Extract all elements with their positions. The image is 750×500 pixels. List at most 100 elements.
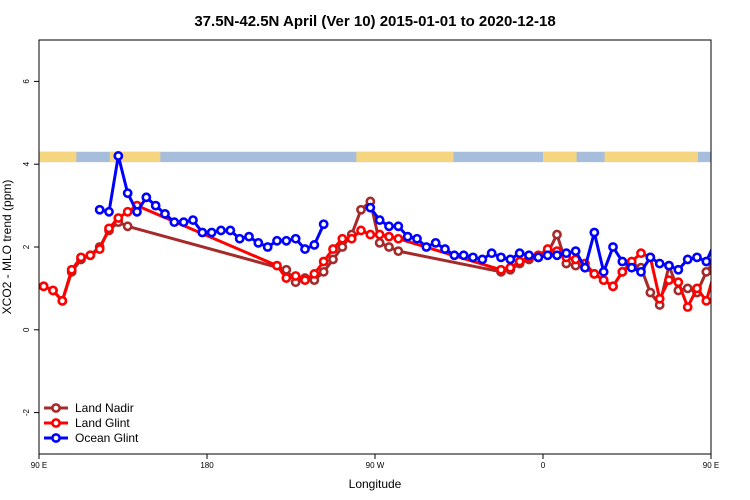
band-land [109,151,161,163]
data-point [113,151,124,161]
data-point [272,235,282,246]
data-point [374,237,385,248]
data-point [197,227,208,238]
data-point [365,229,376,240]
data-point [514,248,525,259]
x-tick-label: 90 E [31,461,47,470]
data-point [104,223,114,234]
data-point [645,287,656,298]
data-point [740,227,747,234]
data-point [645,252,656,263]
data-point [673,277,684,288]
band-land [715,152,750,162]
data-point [337,242,348,252]
x-tick-label: 180 [200,461,214,470]
data-point [356,204,366,215]
data-point [206,227,217,238]
data-point [636,248,646,259]
data-point [468,252,478,263]
data-point [309,269,320,279]
data-point [318,256,329,267]
x-axis: 90 E 180 90 W 0 90 E [31,454,719,470]
data-point [496,252,506,263]
data-point [673,264,684,275]
y-tick-label: 0 [22,327,31,332]
data-point [272,260,282,271]
data-point [701,266,711,277]
band-land [604,151,698,163]
data-point [300,244,310,254]
series-layer [39,151,747,312]
x-tick-label: 0 [541,461,546,470]
data-point [430,237,441,248]
data-point [48,285,58,296]
data-point [346,233,357,244]
data-point [281,273,292,283]
data-point [731,243,738,250]
data-point [505,262,516,273]
data-point [721,256,728,263]
data-point [328,254,338,265]
data-point [234,233,245,244]
data-point [300,275,310,286]
data-point [421,242,432,252]
data-point [66,264,77,275]
data-point [731,245,738,252]
data-point [393,221,404,232]
data-point [393,233,404,244]
data-point [608,242,618,252]
band-land [543,151,577,163]
data-point [393,246,404,257]
data-point [598,266,609,277]
data-point [552,229,562,240]
legend-swatch-marker [51,403,61,413]
data-point [721,250,728,257]
data-point [150,200,161,211]
data-point [617,266,628,277]
data-point [57,295,68,306]
series-ocean-glint [94,151,711,277]
data-point [664,260,674,271]
data-point [290,233,301,244]
y-axis: -2 0 2 4 6 [22,79,39,416]
data-point [570,246,581,257]
data-point [178,217,189,228]
data-point [122,206,133,217]
data-point [496,264,506,275]
data-point [365,202,376,213]
data-point [710,266,711,270]
data-point [337,233,348,244]
data-point [122,221,133,232]
legend-label: Land Nadir [75,401,134,415]
data-point [701,295,711,306]
data-point [608,281,618,292]
data-point [402,231,413,242]
data-point [132,206,142,217]
data-point [104,206,114,217]
data-point [94,244,105,254]
data-point [589,269,600,279]
y-axis-label: XCO2 - MLO trend (ppm) [0,180,14,315]
data-point [701,256,711,267]
band-land [39,151,77,163]
data-point [85,250,96,261]
data-point [654,258,665,269]
data-point [374,215,385,225]
data-point [384,242,394,252]
legend-swatch-marker [51,418,61,428]
data-point [514,256,525,267]
data-point [664,275,674,286]
data-point [542,250,553,261]
data-point [486,248,497,259]
data-point [225,225,236,236]
legend-label: Ocean Glint [75,431,139,445]
series-line [369,206,711,274]
data-point [533,252,544,263]
data-point [94,204,105,215]
data-point [617,256,628,267]
data-point [318,266,329,277]
data-point [253,237,264,248]
data-point [561,248,572,259]
